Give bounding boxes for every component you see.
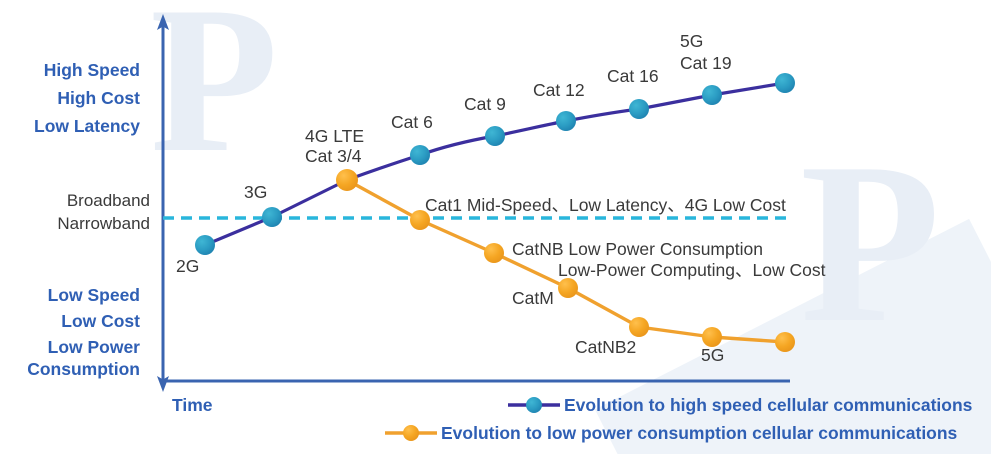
- marker-cat1: [410, 210, 430, 230]
- y-label-low-speed: Low Speed: [47, 285, 140, 305]
- y-label-high-speed: High Speed: [43, 60, 140, 80]
- point-label-catm: CatM: [512, 288, 554, 308]
- y-axis: [157, 14, 169, 382]
- marker-cat19: [702, 85, 722, 105]
- point-label-4g-lte: 4G LTE: [305, 126, 365, 146]
- marker-cat9: [485, 126, 505, 146]
- marker-catm: [558, 278, 578, 298]
- low-power-markers: [336, 169, 795, 352]
- point-label-cat9: Cat 9: [464, 94, 506, 114]
- legend-swatch-high-speed[interactable]: [508, 397, 560, 413]
- y-label-low-latency: Low Latency: [34, 116, 140, 136]
- marker-blue-end: [775, 73, 795, 93]
- marker-cat16: [629, 99, 649, 119]
- marker-cat12: [556, 111, 576, 131]
- legend-label-low-power[interactable]: Evolution to low power consumption cellu…: [441, 423, 958, 443]
- point-label-cat12: Cat 12: [533, 80, 585, 100]
- marker-3g: [262, 207, 282, 227]
- legend-label-high-speed[interactable]: Evolution to high speed cellular communi…: [564, 395, 973, 415]
- y-label-broadband: Broadband: [66, 191, 150, 210]
- marker-orange-end: [775, 332, 795, 352]
- y-label-low-power: Low Power: [47, 337, 140, 357]
- marker-catnb: [484, 243, 504, 263]
- marker-cat34: [336, 169, 358, 191]
- point-label-catnb2: CatNB2: [575, 337, 637, 357]
- point-label-cat19: Cat 19: [680, 53, 732, 73]
- point-label-cat16: Cat 16: [607, 66, 659, 86]
- point-label-2g: 2G: [176, 256, 200, 276]
- point-label-cat6: Cat 6: [391, 112, 433, 132]
- y-label-consumption: Consumption: [27, 359, 140, 379]
- point-label-3g: 3G: [244, 182, 268, 202]
- point-label-5g-high: 5G: [680, 31, 704, 51]
- annotation-low-power: Low-Power Computing、Low Cost: [558, 260, 826, 280]
- annotation-catnb: CatNB Low Power Consumption: [512, 239, 763, 259]
- x-axis-label-time: Time: [172, 395, 213, 415]
- point-label-cat34: Cat 3/4: [305, 146, 362, 166]
- legend-swatch-low-power[interactable]: [385, 425, 437, 441]
- point-label-5g-low: 5G: [701, 345, 725, 365]
- y-label-narrowband: Narrowband: [57, 214, 150, 233]
- y-label-low-cost: Low Cost: [61, 311, 140, 331]
- marker-catnb2: [629, 317, 649, 337]
- marker-cat6: [410, 145, 430, 165]
- marker-2g: [195, 235, 215, 255]
- y-label-high-cost: High Cost: [57, 88, 140, 108]
- marker-5g-low: [702, 327, 722, 347]
- annotation-cat1: Cat1 Mid-Speed、Low Latency、4G Low Cost: [425, 195, 786, 215]
- high-speed-markers: [195, 73, 795, 255]
